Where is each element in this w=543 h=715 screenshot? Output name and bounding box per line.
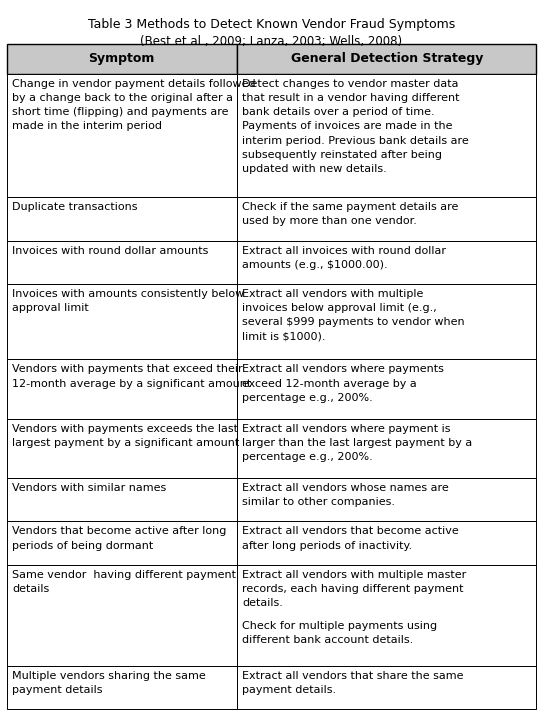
Bar <box>7 521 237 565</box>
Text: Extract all invoices with round dollar: Extract all invoices with round dollar <box>243 245 446 255</box>
Text: details.: details. <box>243 598 283 608</box>
Text: larger than the last largest payment by a: larger than the last largest payment by … <box>243 438 473 448</box>
Text: approval limit: approval limit <box>12 303 89 313</box>
Text: records, each having different payment: records, each having different payment <box>243 584 464 594</box>
Text: Duplicate transactions: Duplicate transactions <box>12 202 137 212</box>
Bar <box>237 521 536 565</box>
Text: Extract all vendors with multiple: Extract all vendors with multiple <box>243 289 424 299</box>
Text: limit is $1000).: limit is $1000). <box>243 332 326 342</box>
Bar <box>237 360 536 419</box>
Text: Vendors with payments that exceed their: Vendors with payments that exceed their <box>12 365 243 375</box>
Text: Extract all vendors whose names are: Extract all vendors whose names are <box>243 483 449 493</box>
Text: short time (flipping) and payments are: short time (flipping) and payments are <box>12 107 229 117</box>
Bar <box>237 419 536 478</box>
Text: Extract all vendors where payments: Extract all vendors where payments <box>243 365 444 375</box>
Bar <box>237 478 536 521</box>
Text: largest payment by a significant amount: largest payment by a significant amount <box>12 438 239 448</box>
Text: subsequently reinstated after being: subsequently reinstated after being <box>243 149 443 159</box>
Bar <box>7 74 237 197</box>
Bar <box>237 240 536 284</box>
Text: Payments of invoices are made in the: Payments of invoices are made in the <box>243 122 453 132</box>
Bar <box>7 478 237 521</box>
Text: that result in a vendor having different: that result in a vendor having different <box>243 93 460 103</box>
Bar <box>7 666 237 709</box>
Text: Table 3 Methods to Detect Known Vendor Fraud Symptoms: Table 3 Methods to Detect Known Vendor F… <box>88 18 455 31</box>
Text: invoices below approval limit (e.g.,: invoices below approval limit (e.g., <box>243 303 437 313</box>
Text: Vendors with payments exceeds the last: Vendors with payments exceeds the last <box>12 424 238 434</box>
Text: Symptom: Symptom <box>89 52 155 66</box>
Bar <box>237 666 536 709</box>
Bar <box>7 565 237 666</box>
Text: different bank account details.: different bank account details. <box>243 635 414 645</box>
Text: payment details: payment details <box>12 685 103 695</box>
Text: interim period. Previous bank details are: interim period. Previous bank details ar… <box>243 136 469 146</box>
Bar <box>237 44 536 74</box>
Bar <box>237 74 536 197</box>
Text: Same vendor  having different payment: Same vendor having different payment <box>12 570 236 580</box>
Text: (Best et al., 2009; Lanza, 2003; Wells, 2008): (Best et al., 2009; Lanza, 2003; Wells, … <box>141 35 402 49</box>
Text: exceed 12-month average by a: exceed 12-month average by a <box>243 378 417 388</box>
Text: after long periods of inactivity.: after long periods of inactivity. <box>243 541 413 551</box>
Text: made in the interim period: made in the interim period <box>12 122 162 132</box>
Text: percentage e.g., 200%.: percentage e.g., 200%. <box>243 393 373 403</box>
Text: several $999 payments to vendor when: several $999 payments to vendor when <box>243 317 465 327</box>
Text: Invoices with amounts consistently below: Invoices with amounts consistently below <box>12 289 244 299</box>
Text: 12-month average by a significant amount: 12-month average by a significant amount <box>12 378 251 388</box>
Text: General Detection Strategy: General Detection Strategy <box>291 52 483 66</box>
Text: percentage e.g., 200%.: percentage e.g., 200%. <box>243 452 373 462</box>
Text: Vendors that become active after long: Vendors that become active after long <box>12 526 226 536</box>
Bar <box>7 197 237 240</box>
Bar <box>237 197 536 240</box>
Bar <box>7 360 237 419</box>
Text: Multiple vendors sharing the same: Multiple vendors sharing the same <box>12 671 206 681</box>
Text: Change in vendor payment details followed: Change in vendor payment details followe… <box>12 79 256 89</box>
Text: payment details.: payment details. <box>243 685 337 695</box>
Bar <box>237 565 536 666</box>
Text: Detect changes to vendor master data: Detect changes to vendor master data <box>243 79 459 89</box>
Text: periods of being dormant: periods of being dormant <box>12 541 153 551</box>
Bar <box>7 284 237 360</box>
Bar <box>7 44 237 74</box>
Bar <box>7 240 237 284</box>
Text: bank details over a period of time.: bank details over a period of time. <box>243 107 435 117</box>
Text: Vendors with similar names: Vendors with similar names <box>12 483 166 493</box>
Text: details: details <box>12 584 49 594</box>
Bar <box>7 419 237 478</box>
Text: Extract all vendors that become active: Extract all vendors that become active <box>243 526 459 536</box>
Text: used by more than one vendor.: used by more than one vendor. <box>243 217 418 227</box>
Text: similar to other companies.: similar to other companies. <box>243 498 395 508</box>
Text: by a change back to the original after a: by a change back to the original after a <box>12 93 233 103</box>
Text: Check for multiple payments using: Check for multiple payments using <box>243 621 438 631</box>
Text: Extract all vendors where payment is: Extract all vendors where payment is <box>243 424 451 434</box>
Text: Invoices with round dollar amounts: Invoices with round dollar amounts <box>12 245 209 255</box>
Bar <box>237 284 536 360</box>
Text: Check if the same payment details are: Check if the same payment details are <box>243 202 459 212</box>
Text: Extract all vendors that share the same: Extract all vendors that share the same <box>243 671 464 681</box>
Text: updated with new details.: updated with new details. <box>243 164 387 174</box>
Text: Extract all vendors with multiple master: Extract all vendors with multiple master <box>243 570 467 580</box>
Text: amounts (e.g., $1000.00).: amounts (e.g., $1000.00). <box>243 260 388 270</box>
